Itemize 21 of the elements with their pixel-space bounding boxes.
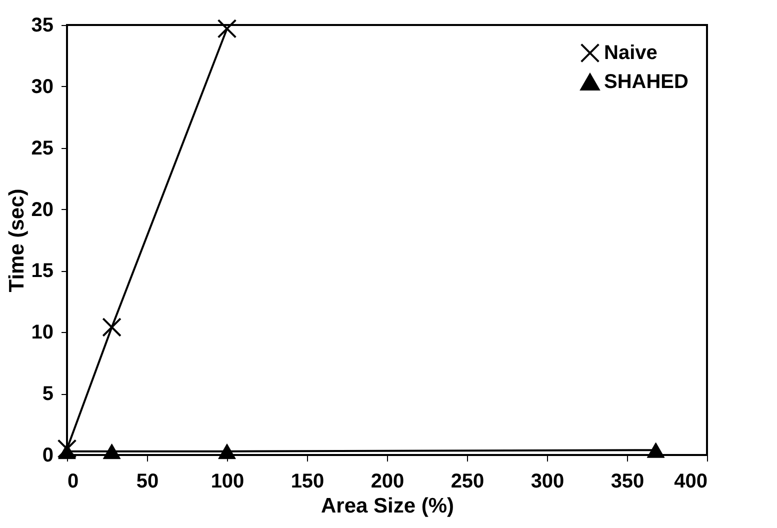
x-tick-label: 50 [136, 470, 159, 492]
y-axis-title: Time (sec) [5, 188, 28, 292]
y-tick-label: 25 [31, 137, 54, 160]
x-tick-label: 250 [450, 470, 484, 492]
y-tick-label: 20 [31, 198, 54, 221]
y-tick-label: 10 [31, 322, 54, 344]
legend-label: Naive [604, 42, 658, 64]
x-tick-label: 150 [290, 470, 324, 492]
x-tick-label: 300 [530, 470, 564, 492]
y-tick-label: 0 [42, 444, 54, 466]
x-tick-label: 400 [674, 470, 708, 492]
x-tick-label: 350 [610, 470, 644, 492]
x-tick-label: 200 [370, 470, 404, 492]
y-tick-label: 35 [31, 14, 54, 36]
x-tick-label: 0 [68, 470, 79, 492]
x-tick-label: 100 [210, 470, 244, 492]
y-tick-label: 15 [31, 260, 54, 282]
legend-label: SHAHED [604, 71, 688, 93]
y-tick-label: 30 [31, 76, 54, 98]
x-axis-title: Area Size (%) [320, 494, 454, 518]
y-tick-label: 5 [42, 383, 54, 406]
